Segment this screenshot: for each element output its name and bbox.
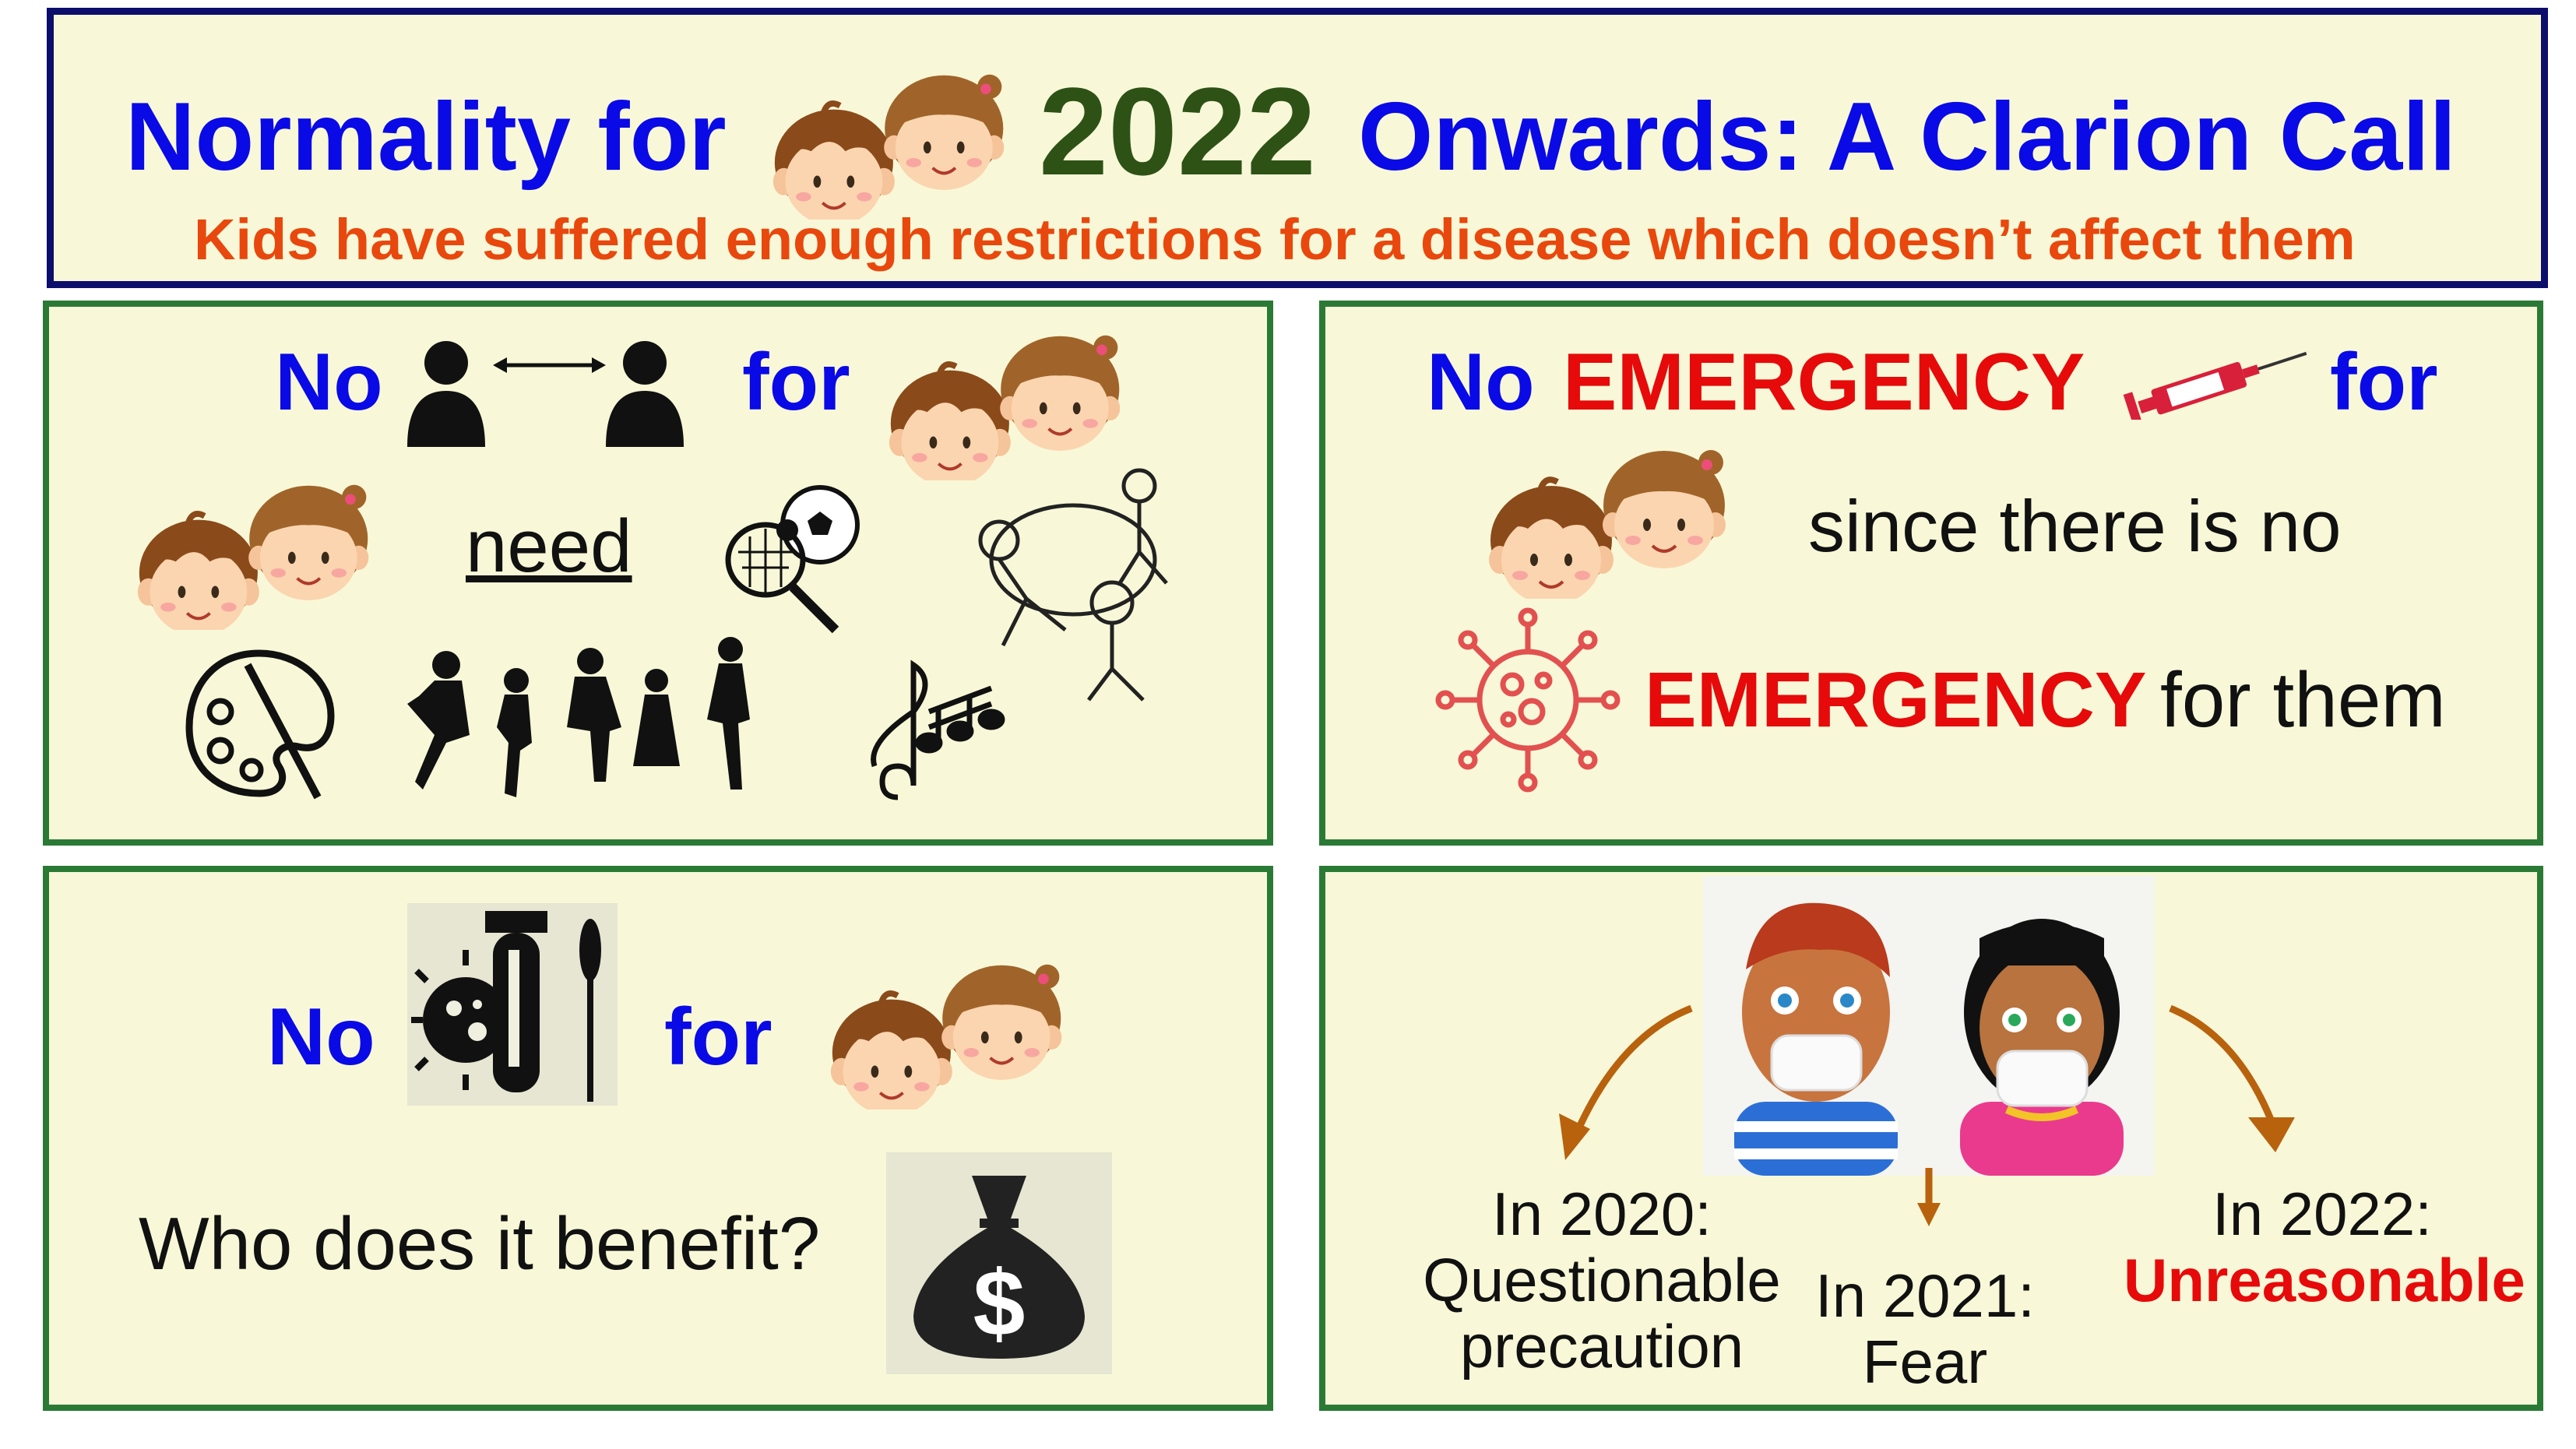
emergency-label: EMERGENCY xyxy=(1563,337,2085,427)
year-2022-value: Unreasonable xyxy=(2124,1246,2525,1314)
for-label: for xyxy=(664,992,772,1082)
subtitle: Kids have suffered enough restrictions f… xyxy=(194,207,2356,272)
panel-social-distancing: No for need xyxy=(43,301,1273,846)
kids-faces-icon xyxy=(127,478,384,630)
need-label: need xyxy=(466,505,632,588)
playing-kids-icon xyxy=(978,468,1168,702)
for-them-text: for them xyxy=(2160,656,2446,744)
masked-children-image xyxy=(1703,876,2155,1176)
paint-palette-icon xyxy=(185,649,335,800)
since-text: since there is no xyxy=(1808,485,2342,567)
kids-faces-icon xyxy=(1477,443,1742,599)
panel-mask-timeline: In 2020: Questionable precaution In 2021… xyxy=(1319,866,2543,1411)
test-tube-swab-icon xyxy=(407,903,618,1106)
year-2020-label: In 2020: xyxy=(1492,1180,1712,1248)
title-year: 2022 xyxy=(1039,62,1316,201)
year-2020-value: precaution xyxy=(1459,1312,1744,1380)
panel-no-testing: No for Who does it benefit? $ xyxy=(43,866,1273,1411)
dancing-kids-icon xyxy=(407,637,750,797)
no-label: No xyxy=(275,337,383,427)
year-2022-label: In 2022: xyxy=(2212,1180,2432,1248)
social-distancing-icon xyxy=(407,341,684,447)
year-2021-value: Fear xyxy=(1862,1328,1988,1396)
kids-faces-icon xyxy=(762,68,1019,220)
title-part2: Onwards: A Clarion Call xyxy=(1358,83,2457,191)
money-bag-icon: $ xyxy=(886,1152,1112,1374)
syringe-icon xyxy=(2123,351,2307,420)
title-part1: Normality for xyxy=(125,83,727,191)
for-label: for xyxy=(2330,337,2438,427)
emergency-label: EMERGENCY xyxy=(1645,656,2147,744)
question-text: Who does it benefit? xyxy=(139,1202,821,1285)
no-label: No xyxy=(267,992,375,1082)
curved-arrow-icon xyxy=(1559,1004,2295,1226)
kids-faces-icon xyxy=(878,329,1135,480)
year-2020-value: Questionable xyxy=(1423,1246,1781,1314)
no-label: No xyxy=(1427,337,1535,427)
music-notes-icon xyxy=(871,659,1005,800)
year-2021-label: In 2021: xyxy=(1815,1261,2035,1330)
virus-icon xyxy=(1434,607,1621,793)
for-label: for xyxy=(742,337,850,427)
sports-balls-icon xyxy=(725,485,860,634)
svg-text:$: $ xyxy=(973,1251,1026,1356)
header-banner: Normality for 2022 Onwards: A Clarion Ca… xyxy=(47,8,2548,288)
panel-no-emergency-vaccine: No EMERGENCY for since there is no EMERG… xyxy=(1319,301,2543,846)
kids-faces-icon xyxy=(820,958,1077,1110)
